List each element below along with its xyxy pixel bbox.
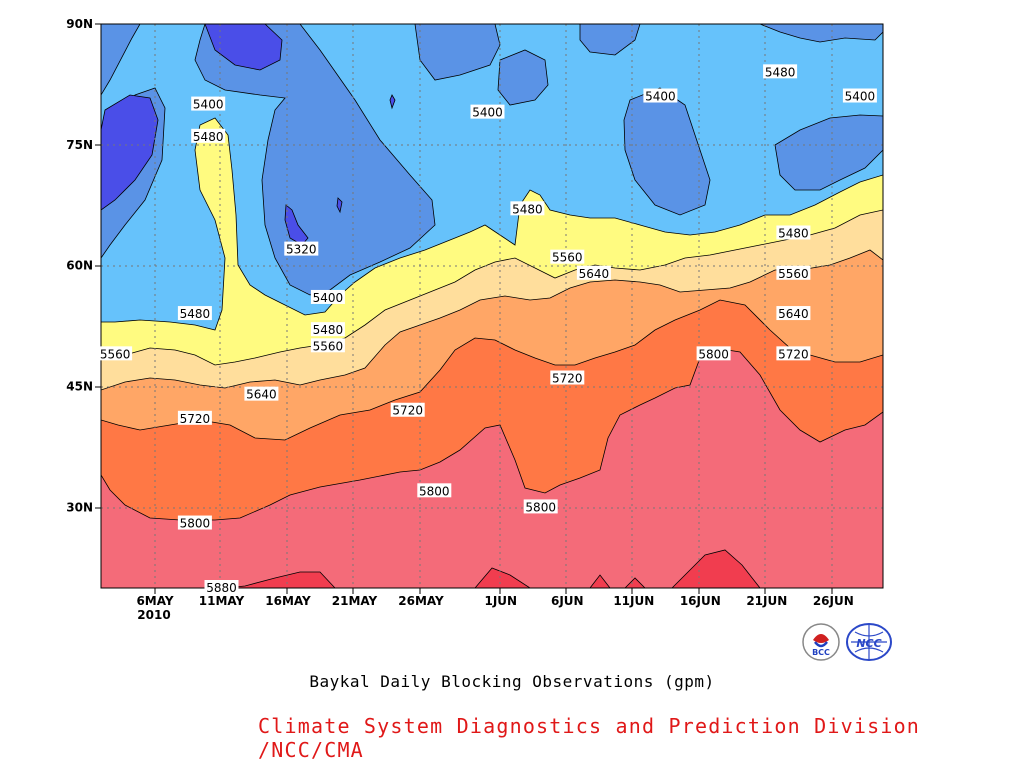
svg-text:5480: 5480 <box>512 202 543 216</box>
svg-text:5720: 5720 <box>392 404 423 418</box>
contour-label: 5400 <box>470 104 505 120</box>
y-tick-label: 30N <box>66 500 93 514</box>
contour-label: 5800 <box>523 499 558 514</box>
band-below-5320 <box>101 24 396 246</box>
svg-text:5720: 5720 <box>778 347 809 361</box>
bcc-logo-icon: BCC <box>802 623 840 661</box>
svg-text:5400: 5400 <box>193 98 224 112</box>
svg-text:5800: 5800 <box>698 347 729 361</box>
svg-text:5400: 5400 <box>845 90 876 104</box>
contour-label: 5480 <box>310 322 345 337</box>
x-tick-label: 2010 <box>137 608 170 622</box>
x-tick-label: 1JUN <box>484 594 517 608</box>
svg-text:5400: 5400 <box>472 106 503 120</box>
svg-text:5560: 5560 <box>100 347 131 361</box>
svg-text:5720: 5720 <box>552 372 583 386</box>
contour-label: 5640 <box>244 386 279 402</box>
contour-labels: 5400 5480 5320 5400 5480 5560 5480 5560 5640 5720… <box>98 64 877 595</box>
x-tick-label: 16JUN <box>680 594 721 608</box>
y-tick-label: 90N <box>66 17 93 31</box>
contour-label: 5400 <box>643 88 678 104</box>
y-tick-label: 60N <box>66 259 93 273</box>
x-tick-label: 11JUN <box>613 594 654 608</box>
plot-frame <box>100 23 884 589</box>
x-tick-label: 6MAY <box>136 594 173 608</box>
tick-marks <box>95 23 833 594</box>
contour-label: 5400 <box>310 289 345 305</box>
svg-text:5560: 5560 <box>552 251 583 265</box>
ncc-logo-icon: NCC <box>846 623 892 661</box>
svg-text:5400: 5400 <box>313 291 344 305</box>
grid-lines <box>101 24 883 588</box>
contour-label: 5560 <box>98 346 133 361</box>
contour-label: 5400 <box>191 96 226 112</box>
contour-label: 5480 <box>510 201 545 216</box>
svg-text:5480: 5480 <box>180 307 211 321</box>
svg-text:5480: 5480 <box>313 323 344 337</box>
x-tick-label: 21JUN <box>746 594 787 608</box>
contour-label: 5720 <box>550 370 585 386</box>
contour-label: 5880 <box>204 580 239 595</box>
contour-label: 5560 <box>310 338 345 353</box>
svg-text:5560: 5560 <box>313 339 344 353</box>
svg-text:5800: 5800 <box>180 517 211 531</box>
contour-label: 5480 <box>763 64 798 79</box>
contour-label: 5480 <box>177 306 212 321</box>
svg-text:BCC: BCC <box>812 648 830 657</box>
svg-text:5640: 5640 <box>778 307 809 321</box>
x-tick-label: 26JUN <box>813 594 854 608</box>
y-tick-label: 75N <box>66 138 93 152</box>
chart-title: Baykal Daily Blocking Observations (gpm) <box>309 672 715 691</box>
svg-text:5480: 5480 <box>778 226 809 240</box>
svg-text:NCC: NCC <box>856 637 881 650</box>
svg-text:5480: 5480 <box>193 130 224 144</box>
contour-label: 5720 <box>390 402 425 418</box>
contour-label: 5640 <box>576 265 611 281</box>
contour-fills <box>101 24 883 588</box>
contour-label: 5800 <box>177 515 212 531</box>
contour-label: 5400 <box>842 88 877 104</box>
svg-text:5720: 5720 <box>180 412 211 426</box>
x-tick-label: 21MAY <box>332 594 378 608</box>
svg-text:5640: 5640 <box>579 267 610 281</box>
y-tick-label: 45N <box>66 380 93 394</box>
y-tick-labels: 90N 75N 60N 45N 30N <box>66 17 93 514</box>
svg-text:5400: 5400 <box>645 90 676 104</box>
contour-label: 5720 <box>177 410 212 426</box>
svg-text:5800: 5800 <box>525 500 556 514</box>
contour-label: 5560 <box>776 265 811 281</box>
contour-label: 5720 <box>776 346 811 361</box>
x-tick-label: 16MAY <box>265 594 311 608</box>
svg-text:5800: 5800 <box>419 484 450 498</box>
svg-text:5880: 5880 <box>206 581 237 595</box>
contour-label: 5480 <box>191 128 226 144</box>
contour-label: 5800 <box>696 346 731 361</box>
contour-label: 5560 <box>550 249 585 265</box>
footer-credit: Climate System Diagnostics and Predictio… <box>258 714 921 762</box>
x-tick-label: 6JUN <box>551 594 584 608</box>
contour-label: 5480 <box>776 225 811 240</box>
x-tick-label: 26MAY <box>398 594 444 608</box>
contour-label: 5800 <box>417 483 452 498</box>
svg-text:5320: 5320 <box>286 243 317 257</box>
svg-text:5640: 5640 <box>246 388 277 402</box>
x-tick-label: 11MAY <box>199 594 245 608</box>
contour-label: 5640 <box>776 306 811 321</box>
contour-label: 5320 <box>284 241 319 257</box>
svg-text:5560: 5560 <box>778 267 809 281</box>
svg-text:5480: 5480 <box>765 65 796 79</box>
